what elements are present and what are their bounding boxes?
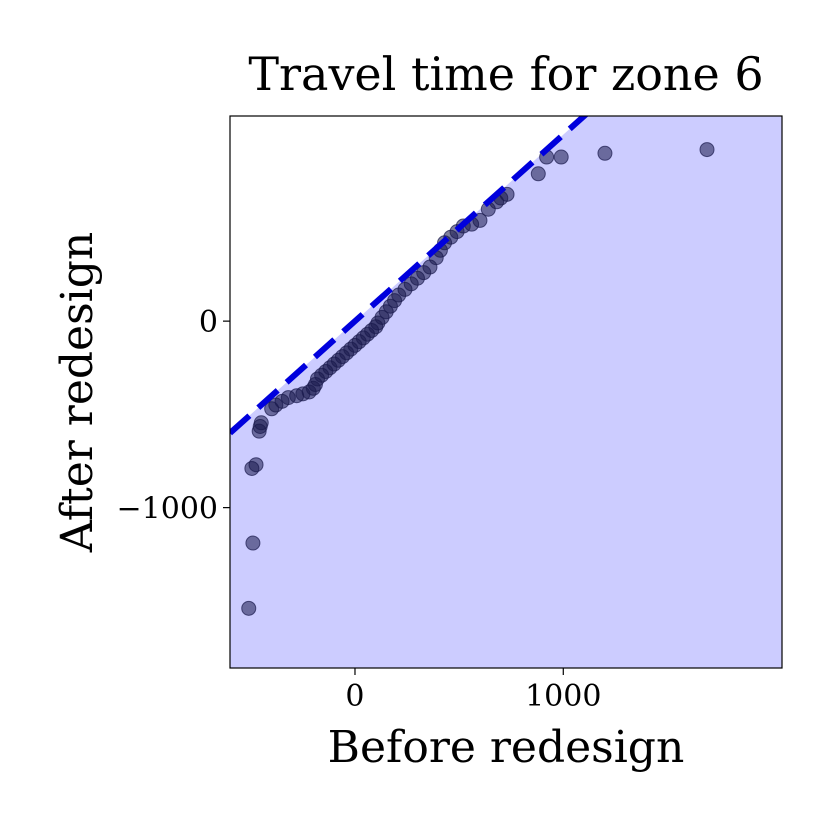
- reference-line: [230, 116, 589, 436]
- data-point: [245, 535, 261, 551]
- data-point: [597, 145, 613, 161]
- data-point: [530, 166, 546, 182]
- data-point: [699, 142, 715, 158]
- y-tick-label: −1000: [117, 492, 218, 527]
- x-axis: 0 1000: [345, 668, 601, 714]
- x-tick-label: 1000: [525, 679, 601, 714]
- plot-frame: [229, 115, 783, 669]
- x-tick-label: 0: [345, 679, 364, 714]
- data-point: [241, 600, 257, 616]
- plot-area: [230, 116, 782, 668]
- data-point: [553, 149, 569, 165]
- data-point: [472, 212, 488, 228]
- data-point: [248, 457, 264, 473]
- shaded-region: [230, 116, 782, 668]
- y-axis-label: After redesign: [52, 232, 103, 553]
- y-tick-label: 0: [199, 305, 218, 340]
- data-point: [253, 415, 269, 431]
- y-axis: 0 −1000: [117, 305, 230, 527]
- x-axis-label: Before redesign: [328, 722, 685, 773]
- chart-title: Travel time for zone 6: [248, 47, 763, 101]
